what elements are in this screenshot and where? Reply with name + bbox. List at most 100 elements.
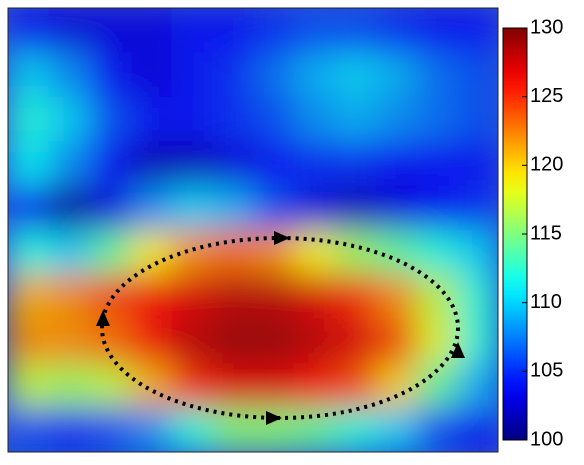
heatmap-cell [130,52,172,98]
heatmap-cell [89,185,131,231]
heatmap-cell [253,96,295,142]
heatmap-cell [171,363,213,409]
heatmap-cell [334,52,376,98]
heatmap-cell [293,318,336,364]
heatmap-cell [171,96,213,142]
heatmap-cell [89,52,131,98]
heatmap-cell [171,274,213,320]
heatmap-cell [334,407,376,452]
heatmap-cell [457,185,498,231]
heatmap-cell [293,274,336,320]
heatmap-cell [375,407,417,452]
heatmap-cell [457,96,498,142]
heatmap-cell [89,363,131,409]
photo-overlay [8,8,498,452]
heatmap-cell [8,8,50,53]
heatmap-cell [48,96,91,142]
heatmap-cell [171,8,213,53]
heatmap-field [8,8,498,452]
heatmap-cell [457,8,498,53]
arrow [96,310,110,326]
heatmap-cell [48,52,91,98]
heatmap-cell [293,407,336,452]
heatmap-cell [212,274,254,320]
heatmap-cell [171,407,213,452]
heatmap-cell [253,318,295,364]
heatmap-cell [375,141,417,187]
heatmap-cell [293,96,336,142]
heatmap-cell [416,141,458,187]
heatmap-cell [48,141,91,187]
heatmap-cell [130,363,172,409]
arrow [451,342,465,358]
heatmap-cell [48,318,91,364]
heatmap-cell [8,230,50,275]
heatmap-cell [8,407,50,452]
heatmap-cell [48,407,91,452]
heatmap-cell [457,230,498,275]
heatmap-cell [253,274,295,320]
heatmap-cell [8,274,50,320]
heatmap-cell [375,318,417,364]
heatmap-cell [130,141,172,187]
heatmap-cell [457,274,498,320]
heatmap-cell [293,52,336,98]
plot-border [7,7,499,453]
heatmap-cell [416,96,458,142]
heatmap-cell [8,318,50,364]
heatmap-cell [416,8,458,53]
heatmap-cell [416,407,458,452]
heatmap-cell [89,407,131,452]
heatmap-cell [130,96,172,142]
flow-loop [96,231,465,425]
heatmap-cell [130,274,172,320]
heatmap-cell [334,230,376,275]
heatmap-cell [212,52,254,98]
colorbar-tick-label: 110 [530,291,562,313]
heatmap-cell [8,52,50,98]
arrow [274,231,290,245]
heatmap-cell [375,363,417,409]
heatmap-cell [48,274,91,320]
heatmap-cell [416,52,458,98]
heatmap-cell [375,96,417,142]
heatmap-cell [375,230,417,275]
heatmap-cell [89,274,131,320]
heatmap-cell [212,96,254,142]
heatmap-cell [212,185,254,231]
heatmap-cell [334,185,376,231]
heatmap-cell [171,318,213,364]
heatmap-cell [89,141,131,187]
heatmap-cell [293,8,336,53]
heatmap-cell [334,318,376,364]
heatmap-cell [48,185,91,231]
heatmap-cell [375,185,417,231]
heatmap-cell [416,185,458,231]
heatmap-cell [293,363,336,409]
heatmap-cell [212,318,254,364]
heatmap [8,8,498,452]
heatmap-cell [253,363,295,409]
heatmap-cell [8,96,50,142]
heatmap-cell [253,185,295,231]
heatmap-cell [457,407,498,452]
colorbar-tick-label: 130 [530,16,563,38]
heatmap-cell [334,8,376,53]
heatmap-cell [375,52,417,98]
colorbar-tick-label: 100 [530,428,563,450]
heatmap-cell [375,8,417,53]
heatmap-cell [457,363,498,409]
heatmap-cell [293,185,336,231]
heatmap-cell [171,52,213,98]
heatmap-cell [171,185,213,231]
heatmap-cell [48,363,91,409]
heatmap-cell [253,141,295,187]
heatmap-cell [334,363,376,409]
heatmap-cell [48,230,91,275]
heatmap-cell [212,8,254,53]
heatmap-cell [8,363,50,409]
heatmap-cell [253,8,295,53]
heatmap-cell [130,407,172,452]
